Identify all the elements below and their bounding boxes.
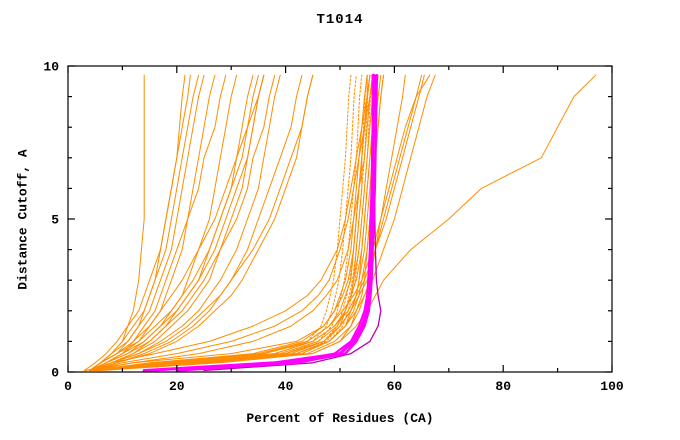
model-curve — [89, 74, 425, 371]
x-tick-label: 40 — [278, 379, 294, 394]
model-curve — [89, 74, 303, 371]
model-curve — [89, 74, 265, 371]
model-curve — [148, 74, 374, 372]
model-curve — [89, 74, 259, 371]
model-curve — [89, 74, 216, 371]
x-tick-label: 0 — [64, 379, 72, 394]
model-curve — [89, 74, 368, 371]
model-curve — [175, 73, 379, 372]
model-curve — [89, 74, 276, 371]
model-curve — [89, 74, 200, 371]
model-curve — [89, 74, 314, 371]
y-tick-label: 10 — [43, 60, 59, 75]
model-curve — [89, 74, 205, 371]
model-curve — [89, 74, 145, 371]
model-curve — [89, 74, 371, 371]
model-curve — [83, 74, 371, 371]
model-curve — [100, 74, 384, 371]
model-curve — [94, 74, 368, 371]
model-curve — [89, 74, 374, 371]
model-curve — [94, 74, 379, 371]
model-curve — [89, 74, 374, 371]
model-curve — [142, 73, 376, 372]
model-curve — [94, 74, 376, 371]
model-curve — [89, 74, 238, 371]
y-tick-label: 5 — [51, 213, 59, 228]
model-curve — [89, 74, 191, 371]
model-curve — [89, 74, 357, 371]
chart-title: T1014 — [316, 12, 364, 28]
model-curve — [89, 74, 227, 371]
x-axis-label: Percent of Residues (CA) — [246, 411, 434, 426]
x-tick-label: 80 — [495, 379, 511, 394]
model-curve — [89, 74, 281, 371]
x-tick-label: 20 — [169, 379, 185, 394]
model-curve — [94, 74, 374, 371]
model-curve — [89, 74, 363, 371]
model-curve — [89, 74, 254, 371]
model-curve — [89, 74, 265, 371]
x-tick-label: 60 — [387, 379, 403, 394]
model-curve — [89, 74, 265, 371]
model-curve — [94, 74, 371, 371]
model-curve — [89, 74, 352, 371]
model-curve — [83, 74, 368, 371]
x-tick-label: 100 — [600, 379, 624, 394]
model-curve — [89, 74, 314, 371]
model-curve — [83, 74, 186, 371]
y-tick-label: 0 — [51, 366, 59, 381]
model-curve — [94, 74, 597, 371]
